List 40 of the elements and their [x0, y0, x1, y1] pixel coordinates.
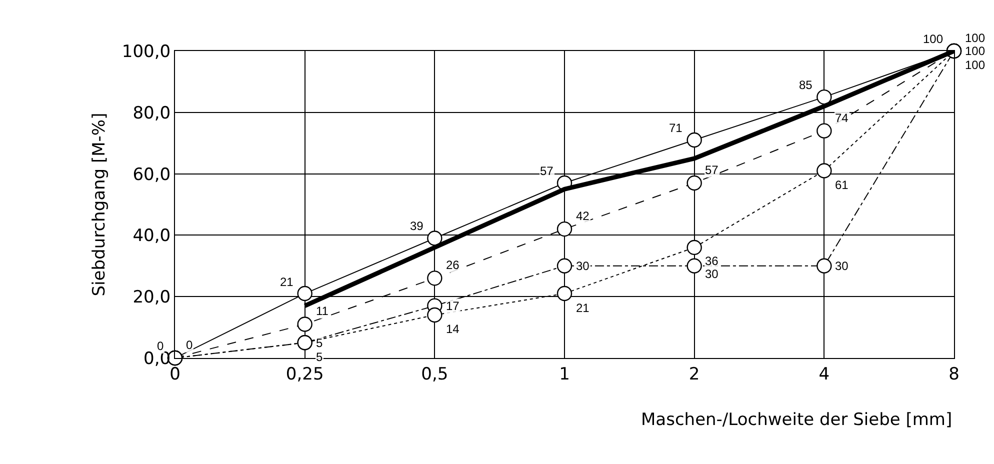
- data-label: 17: [446, 299, 460, 313]
- y-tick-label: 100,0: [122, 42, 171, 62]
- x-axis-title: Maschen-/Lochweite der Siebe [mm]: [641, 410, 952, 430]
- x-tick-label: 2: [688, 364, 700, 384]
- data-label: 57: [540, 164, 554, 178]
- data-label: 5: [316, 336, 323, 350]
- x-tick-label: 0,25: [286, 364, 324, 384]
- data-label: 39: [410, 219, 424, 233]
- data-label: 100: [965, 31, 986, 45]
- x-tick-label: 8: [948, 364, 960, 384]
- data-label: 42: [576, 209, 590, 223]
- data-label: 61: [835, 178, 849, 192]
- data-label: 21: [576, 301, 590, 315]
- y-tick-label: 40,0: [132, 226, 171, 246]
- y-axis-title: Siebdurchgang [M-%]: [89, 112, 110, 296]
- data-label: 71: [669, 121, 683, 135]
- data-label: 100: [965, 44, 986, 58]
- x-tick-label: 0,5: [421, 364, 448, 384]
- data-label: 14: [446, 322, 460, 336]
- data-label: 21: [280, 275, 294, 289]
- data-label: 11: [316, 304, 329, 318]
- data-label: 85: [799, 78, 813, 92]
- x-tick-label: 0: [170, 364, 180, 384]
- y-tick-label: 60,0: [132, 164, 171, 185]
- y-tick-label: 20,0: [132, 288, 171, 308]
- data-label: 0: [186, 338, 193, 352]
- data-label: 100: [965, 58, 986, 72]
- data-label: 30: [705, 267, 719, 281]
- x-tick-label: 4: [818, 364, 830, 384]
- data-label: 36: [705, 254, 719, 268]
- data-label: 30: [835, 259, 849, 273]
- y-tick-label: 80,0: [132, 103, 171, 124]
- data-label: 5: [316, 350, 323, 364]
- data-label: 57: [705, 163, 719, 177]
- data-label: 0: [157, 339, 164, 353]
- data-label: 100: [923, 32, 944, 46]
- data-label: 30: [576, 259, 590, 273]
- data-label: 26: [446, 258, 460, 272]
- data-label: 74: [835, 111, 849, 125]
- x-tick-label: 1: [559, 364, 570, 384]
